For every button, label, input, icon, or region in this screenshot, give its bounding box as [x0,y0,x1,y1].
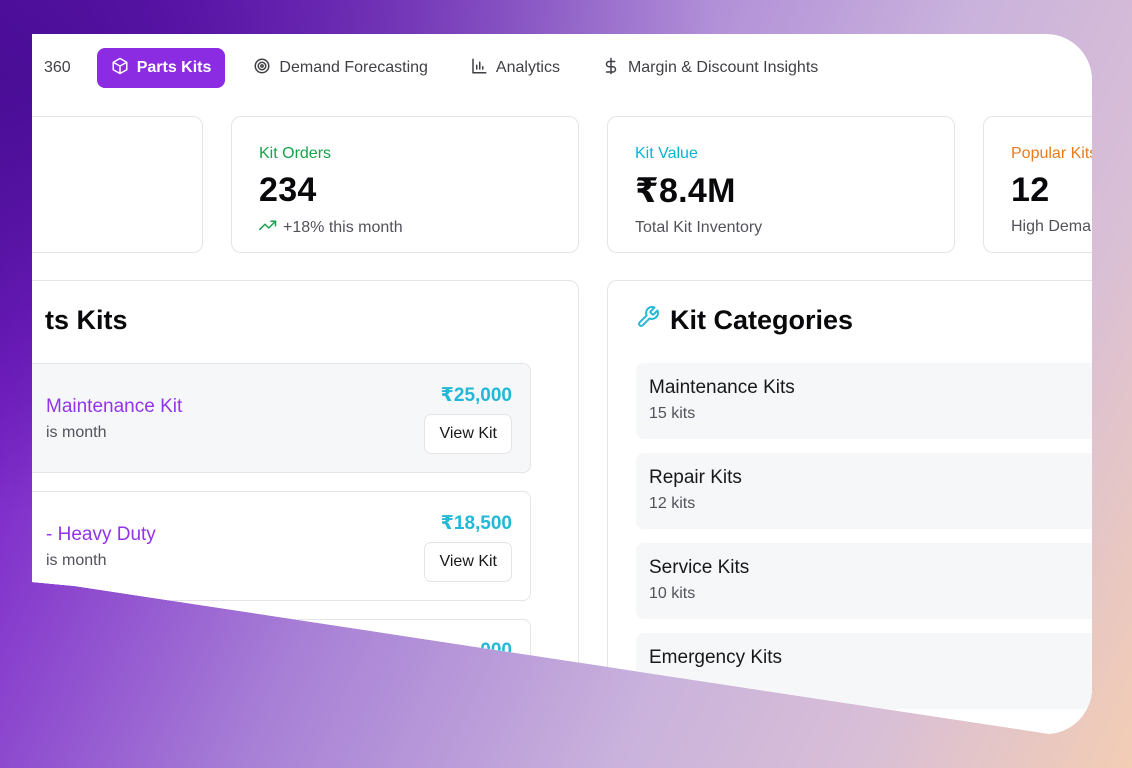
kit-card[interactable]: Maintenance Kit is month ₹25,000 View Ki… [32,363,531,473]
nav-item-partial[interactable]: 360 [32,48,83,88]
panel-title: ts Kits [45,305,128,335]
stat-label: Kit Value [635,145,698,162]
stat-sub: Total Kit Inventory [635,219,763,236]
view-kit-button[interactable]: View Kit [424,414,512,454]
stat-sub: +18% this month [283,218,403,236]
stat-card-popular-kits: Popular Kits 12 High Demand [983,116,1092,253]
stat-label: Popular Kits [1011,145,1092,162]
category-item[interactable]: Maintenance Kits 15 kits [636,363,1092,439]
category-name: Emergency Kits [649,647,783,668]
tab-analytics[interactable]: Analytics [456,48,574,88]
category-count: 15 kits [649,405,696,422]
panel-title-text: Kit Categories [670,305,854,335]
dollar-icon [602,57,620,80]
panel-title: Kit Categories [636,305,853,336]
stat-value: 12 [1011,171,1050,209]
tab-parts-kits[interactable]: Parts Kits [96,48,226,88]
kit-name: Maintenance Kit [46,396,183,417]
category-count: 12 kits [649,495,696,512]
stat-card-partial [32,116,203,253]
tab-label: Margin & Discount Insights [627,59,819,76]
kit-price: ₹18,500 [440,513,512,534]
stat-card-kit-orders: Kit Orders 234 +18% this month [231,116,579,253]
kit-price: ₹25,000 [440,385,512,406]
stat-label: Kit Orders [259,145,332,162]
tab-label: Parts Kits [136,59,212,76]
category-count: 10 kits [649,585,696,602]
kit-name: - Heavy Duty [46,524,156,545]
view-kit-button[interactable]: View Kit [424,542,512,582]
tab-demand-forecasting[interactable]: Demand Forecasting [239,48,442,88]
stat-value: ₹8.4M [635,172,736,210]
stat-trend: +18% this month [259,218,551,237]
stat-sub: High Demand [1011,218,1092,235]
box-icon [111,57,129,80]
category-name: Service Kits [649,557,750,578]
tab-label: Analytics [495,59,560,76]
target-icon [253,57,271,80]
bar-chart-icon [470,57,488,80]
stat-card-kit-value: Kit Value ₹8.4M Total Kit Inventory [607,116,955,253]
tab-label: Demand Forecasting [279,59,428,76]
nav-item-label: 360 [44,59,71,76]
category-name: Repair Kits [649,467,742,488]
category-item[interactable]: Repair Kits 12 kits [636,453,1092,529]
category-item[interactable]: Service Kits 10 kits [636,543,1092,619]
wrench-icon [636,305,660,336]
kit-sub: is month [46,552,107,569]
kit-card[interactable]: - Heavy Duty is month ₹18,500 View Kit [32,491,531,601]
kit-sub: is month [46,424,107,441]
tab-margin-discount[interactable]: Margin & Discount Insights [588,48,832,88]
trending-up-icon [259,218,277,237]
top-nav: 360 Parts Kits Demand Forecasting Analyt… [32,48,846,88]
categories-panel: Kit Categories Maintenance Kits 15 kits … [607,280,1092,734]
stat-value: 234 [259,171,317,209]
category-name: Maintenance Kits [649,377,795,398]
